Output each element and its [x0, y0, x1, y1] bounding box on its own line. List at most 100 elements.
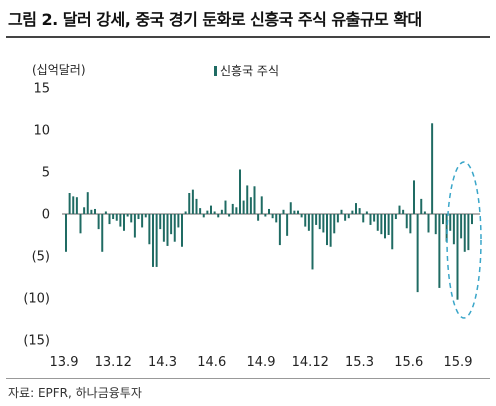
bar: [384, 214, 386, 239]
bar: [329, 214, 332, 247]
bar: [166, 214, 169, 246]
bar: [188, 193, 191, 214]
bar: [268, 208, 270, 214]
bar: [347, 214, 350, 219]
bar: [264, 214, 267, 217]
bar: [152, 214, 154, 267]
bar: [220, 209, 223, 214]
bar: [213, 211, 216, 214]
bar: [463, 214, 466, 252]
bar: [72, 196, 75, 214]
bar: [340, 209, 343, 214]
x-tick-label: 14.6: [197, 355, 226, 370]
bar: [275, 214, 278, 223]
y-tick-label: 10: [33, 124, 50, 139]
bar: [210, 205, 212, 214]
bar: [358, 208, 361, 214]
bar: [318, 214, 321, 230]
bar: [159, 214, 162, 230]
x-axis-ticks: 13.9 13.12 14.3 14.6 14.9 14.12 15.3 15.6 15.9: [50, 355, 473, 370]
bar: [253, 186, 256, 214]
bar: [336, 214, 339, 223]
unit-label: (십억달러): [32, 63, 86, 77]
x-tick-label: 14.12: [292, 355, 329, 370]
bar: [297, 210, 299, 214]
bar: [286, 214, 289, 236]
bar: [369, 214, 372, 225]
bar: [144, 214, 147, 218]
bar: [141, 214, 144, 228]
x-tick-label: 14.3: [148, 355, 177, 370]
bar: [170, 214, 173, 235]
y-tick-label: (5): [32, 250, 50, 265]
bar: [137, 214, 140, 220]
bar: [231, 203, 234, 214]
y-tick-label: (10): [23, 292, 50, 307]
bar: [94, 208, 96, 214]
bar: [362, 214, 365, 223]
bar: [394, 214, 397, 220]
bar: [409, 214, 412, 234]
bar: [112, 214, 115, 220]
bar: [235, 207, 238, 214]
bar: [355, 203, 357, 214]
bar: [90, 209, 93, 214]
bar: [304, 214, 307, 227]
bar: [123, 214, 125, 231]
x-tick-label: 15.3: [345, 355, 374, 370]
bar: [438, 214, 441, 288]
bar: [104, 211, 107, 214]
bar: [130, 214, 133, 223]
bar: [416, 214, 419, 293]
bar: [326, 214, 328, 246]
bar: [195, 198, 198, 214]
bar: [344, 214, 347, 221]
bar: [405, 214, 408, 229]
bar: [199, 208, 202, 214]
bar: [311, 214, 314, 270]
bar: [108, 214, 111, 225]
bar: [365, 211, 368, 214]
bar: [249, 197, 252, 214]
bar: [442, 214, 444, 225]
bar: [86, 192, 89, 214]
bar: [97, 214, 100, 230]
bar: [289, 202, 292, 214]
bar: [322, 214, 325, 233]
y-tick-label: (15): [23, 334, 50, 349]
bar: [427, 214, 430, 233]
bar: [246, 185, 249, 214]
bar: [79, 214, 82, 234]
bar: [217, 214, 220, 218]
bar: [467, 214, 470, 251]
bar: [65, 214, 67, 252]
bar: [391, 214, 394, 250]
bar: [471, 214, 473, 225]
bar: [206, 210, 209, 214]
bar: [278, 214, 281, 246]
bar: [434, 214, 437, 235]
bar: [423, 211, 426, 214]
y-axis-ticks: 15 10 5 0 (5) (10) (15): [23, 82, 50, 349]
bar: [162, 214, 165, 242]
chart-title: 그림 2. 달러 강세, 중국 경기 둔화로 신흥국 주식 유출규모 확대: [8, 10, 422, 29]
x-tick-label: 15.9: [444, 355, 473, 370]
bar: [173, 214, 176, 242]
bar: [398, 205, 401, 214]
bar: [126, 214, 129, 217]
y-tick-label: 15: [33, 82, 50, 97]
bar: [402, 209, 405, 214]
bar: [460, 214, 463, 239]
y-tick-label: 0: [42, 208, 50, 223]
bar: [83, 207, 86, 214]
bar: [271, 214, 274, 219]
bar: [228, 214, 231, 217]
bar: [282, 209, 285, 214]
bar: [373, 214, 376, 222]
bar: [155, 214, 158, 267]
bar: [452, 214, 455, 245]
source-divider: [6, 378, 490, 379]
bar: [413, 180, 415, 214]
